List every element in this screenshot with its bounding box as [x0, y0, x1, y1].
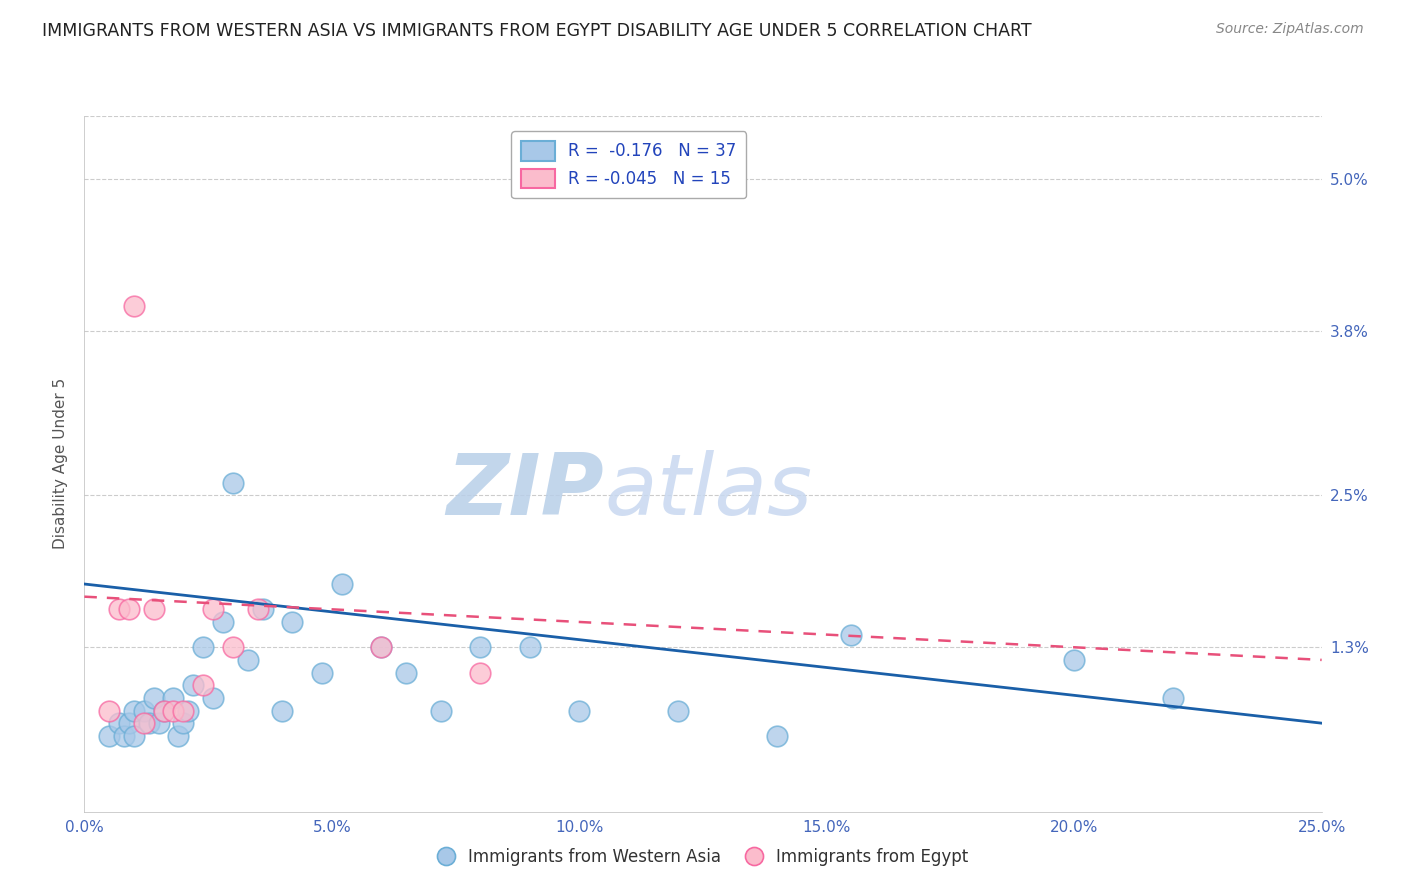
Text: ZIP: ZIP	[446, 450, 605, 533]
Point	[202, 602, 225, 616]
Point	[191, 678, 214, 692]
Point	[212, 615, 235, 629]
Point	[766, 729, 789, 743]
Point	[1161, 690, 1184, 705]
Point	[568, 704, 591, 718]
Point	[181, 678, 204, 692]
Point	[112, 729, 135, 743]
Point	[177, 704, 200, 718]
Point	[470, 665, 492, 680]
Point	[330, 577, 353, 591]
Text: atlas: atlas	[605, 450, 813, 533]
Point	[1063, 653, 1085, 667]
Point	[138, 716, 160, 731]
Point	[370, 640, 392, 655]
Point	[311, 665, 333, 680]
Point	[142, 690, 165, 705]
Point	[395, 665, 418, 680]
Point	[118, 716, 141, 731]
Point	[152, 704, 174, 718]
Point	[370, 640, 392, 655]
Point	[191, 640, 214, 655]
Point	[122, 729, 145, 743]
Legend: Immigrants from Western Asia, Immigrants from Egypt: Immigrants from Western Asia, Immigrants…	[432, 842, 974, 873]
Point	[519, 640, 541, 655]
Point	[429, 704, 451, 718]
Point	[162, 690, 184, 705]
Point	[252, 602, 274, 616]
Point	[666, 704, 689, 718]
Point	[122, 704, 145, 718]
Y-axis label: Disability Age Under 5: Disability Age Under 5	[53, 378, 69, 549]
Point	[142, 602, 165, 616]
Point	[841, 627, 863, 641]
Point	[162, 704, 184, 718]
Point	[222, 475, 245, 490]
Point	[152, 704, 174, 718]
Point	[172, 704, 194, 718]
Text: Source: ZipAtlas.com: Source: ZipAtlas.com	[1216, 22, 1364, 37]
Point	[167, 729, 190, 743]
Point	[281, 615, 304, 629]
Point	[222, 640, 245, 655]
Point	[246, 602, 269, 616]
Point	[108, 716, 131, 731]
Point	[202, 690, 225, 705]
Point	[271, 704, 294, 718]
Point	[172, 716, 194, 731]
Point	[98, 704, 121, 718]
Point	[132, 704, 155, 718]
Point	[470, 640, 492, 655]
Point	[118, 602, 141, 616]
Point	[148, 716, 170, 731]
Point	[236, 653, 259, 667]
Point	[132, 716, 155, 731]
Point	[98, 729, 121, 743]
Text: IMMIGRANTS FROM WESTERN ASIA VS IMMIGRANTS FROM EGYPT DISABILITY AGE UNDER 5 COR: IMMIGRANTS FROM WESTERN ASIA VS IMMIGRAN…	[42, 22, 1032, 40]
Point	[122, 299, 145, 313]
Point	[108, 602, 131, 616]
